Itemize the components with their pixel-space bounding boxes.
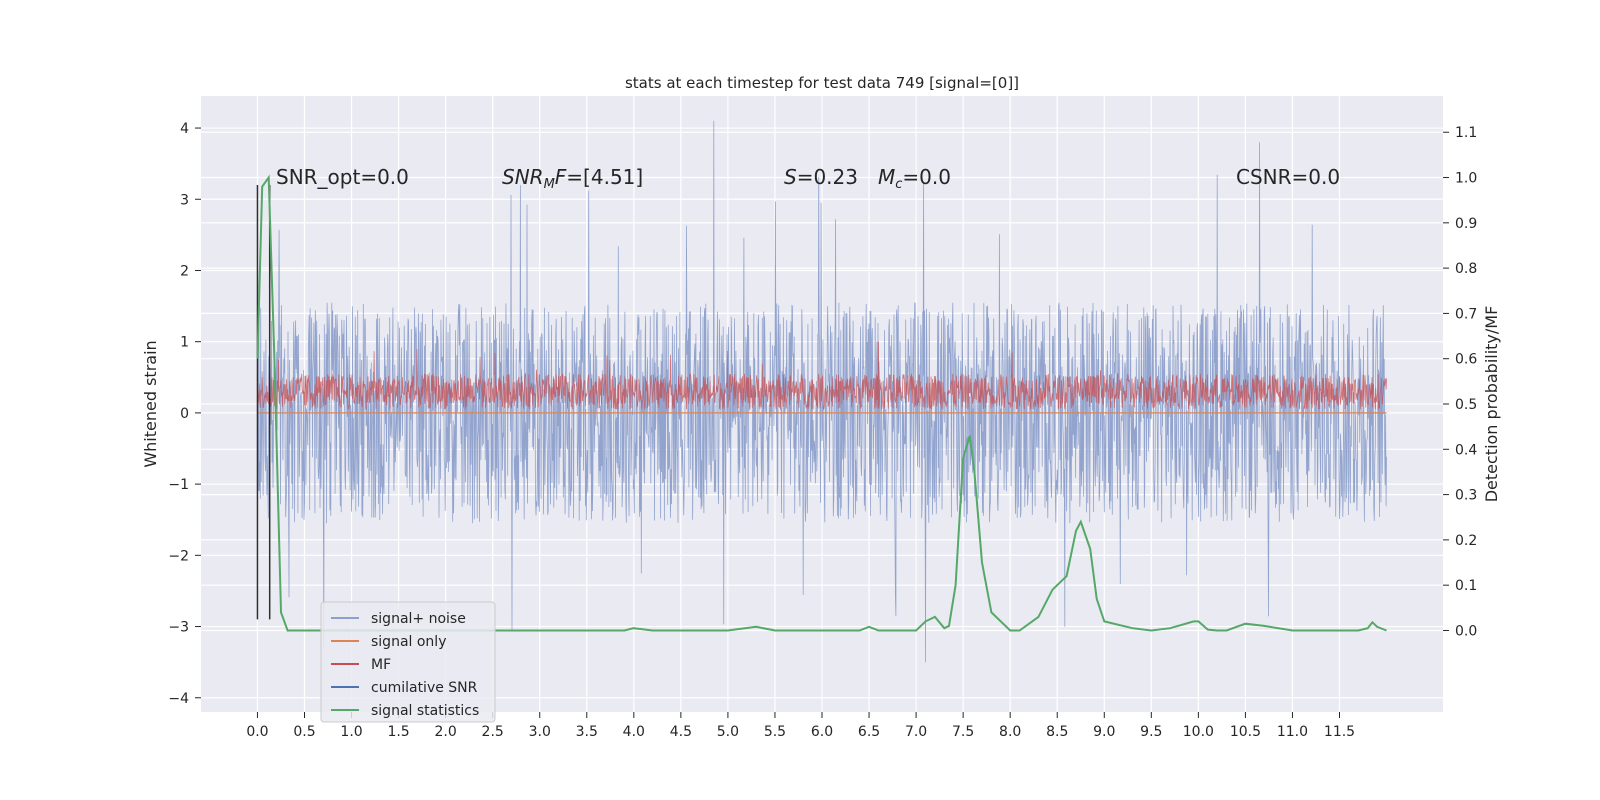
y-tick-label-right: 0.2: [1455, 533, 1477, 549]
y-tick-label-right: 0.8: [1455, 261, 1477, 277]
y-tick-label: −2: [168, 548, 189, 564]
y-tick-label: 1: [180, 335, 189, 351]
annotation-csnr: CSNR=0.0: [1236, 165, 1340, 189]
x-tick-label: 1.0: [340, 724, 362, 740]
x-tick-label: 10.0: [1183, 724, 1214, 740]
x-tick-label: 11.0: [1277, 724, 1308, 740]
x-tick-label: 2.5: [482, 724, 504, 740]
x-tick-label: 11.5: [1324, 724, 1355, 740]
legend-label: signal only: [371, 634, 446, 650]
x-tick-label: 5.0: [717, 724, 739, 740]
series-signal-noise: [257, 120, 1387, 663]
chart-title: stats at each timestep for test data 749…: [625, 74, 1019, 92]
x-tick-label: 4.0: [623, 724, 645, 740]
y-tick-label: 2: [180, 263, 189, 279]
legend-label: signal statistics: [371, 703, 479, 719]
series-signal-statistics: [256, 174, 1387, 632]
x-tick-label: 0.5: [293, 724, 315, 740]
x-tick-label: 5.5: [764, 724, 786, 740]
y-tick-label: 3: [180, 192, 189, 208]
y-axis-label-right: Detection probability/MF: [1482, 306, 1501, 503]
y-axis-label-left: Whitened strain: [141, 340, 160, 467]
x-tick-label: 0.0: [246, 724, 268, 740]
x-tick-label: 10.5: [1230, 724, 1261, 740]
x-tick-label: 9.5: [1140, 724, 1162, 740]
annotation-snr-opt: SNR_opt=0.0: [276, 165, 409, 189]
y-tick-label: −1: [168, 477, 189, 493]
y-tick-label: 0: [180, 406, 189, 422]
y-tick-label: −4: [168, 691, 189, 707]
ticks: 0.0 0.5 1.0 1.5 2.0 2.5 3.0 3.5 4.0 4.5 5.0 5.5 6.0 6…: [168, 121, 1477, 740]
annotation-snr-mf: SNRMF=[4.51]: [502, 165, 643, 192]
y-tick-label-right: 0.7: [1455, 306, 1477, 322]
x-tick-label: 6.0: [811, 724, 833, 740]
y-tick-label: 4: [180, 121, 189, 137]
series-mf: [257, 341, 1387, 411]
x-tick-label: 3.0: [529, 724, 551, 740]
x-tick-label: 4.5: [670, 724, 692, 740]
x-tick-label: 8.0: [999, 724, 1021, 740]
y-tick-label-right: 0.6: [1455, 352, 1477, 368]
y-tick-label-right: 1.0: [1455, 171, 1477, 187]
y-tick-label: −3: [168, 620, 189, 636]
y-tick-label-right: 0.0: [1455, 623, 1477, 639]
series-layer: [256, 120, 1387, 663]
legend-box: [320, 601, 496, 723]
x-tick-label: 2.0: [435, 724, 457, 740]
x-tick-label: 1.5: [387, 724, 409, 740]
y-tick-label-right: 0.4: [1455, 442, 1477, 458]
x-tick-label: 6.5: [858, 724, 880, 740]
x-tick-label: 9.0: [1093, 724, 1115, 740]
y-tick-label-right: 0.1: [1455, 578, 1477, 594]
x-tick-label: 7.0: [905, 724, 927, 740]
legend-label: cumilative SNR: [371, 680, 478, 696]
legend-label: MF: [371, 657, 391, 673]
legend-label: signal+ noise: [371, 611, 466, 627]
x-tick-label: 7.5: [952, 724, 974, 740]
y-tick-label-right: 0.9: [1455, 216, 1477, 232]
y-tick-label-right: 0.5: [1455, 397, 1477, 413]
x-tick-label: 3.5: [576, 724, 598, 740]
y-tick-label-right: 1.1: [1455, 125, 1477, 141]
x-tick-label: 8.5: [1046, 724, 1068, 740]
annotation-mc: Mc=0.0: [878, 165, 951, 192]
y-tick-label-right: 0.3: [1455, 488, 1477, 504]
legend: signal+ noise signal only MF cumilative SNR…: [320, 601, 496, 723]
annotation-s: S=0.23: [784, 165, 858, 189]
